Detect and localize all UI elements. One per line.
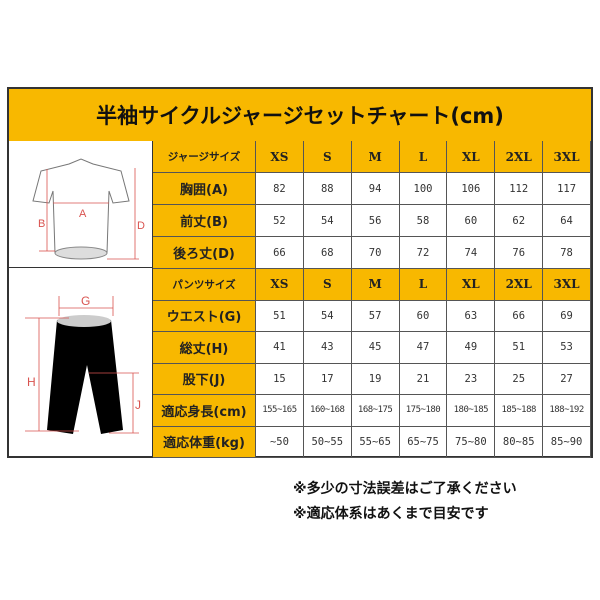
row-label: 後ろ丈(D) [153, 237, 256, 269]
table-cell: 51 [256, 300, 304, 332]
table-cell: ~50 [256, 426, 304, 458]
size-header-l: L [399, 141, 448, 173]
row-label: 胸囲(A) [153, 173, 256, 205]
table-cell: 160~168 [303, 395, 352, 427]
jersey-size-header: ジャージサイズ [153, 141, 256, 173]
size-header-s: S [303, 141, 352, 173]
table-cell: 52 [256, 205, 304, 237]
row-label: ウエスト(G) [153, 300, 256, 332]
table-cell: 66 [256, 237, 304, 269]
table-cell: 117 [543, 173, 591, 205]
size-header-m: M [351, 141, 400, 173]
table-cell: 76 [495, 237, 544, 269]
table-cell: 100 [399, 173, 448, 205]
table-cell: 63 [447, 300, 496, 332]
row-label: 前丈(B) [153, 205, 256, 237]
row-label: 股下(J) [153, 363, 256, 395]
table-cell: 54 [303, 205, 352, 237]
table-cell: 25 [495, 363, 544, 395]
table-cell: 185~188 [495, 395, 544, 427]
table-cell: 23 [447, 363, 496, 395]
table-cell: 17 [303, 363, 352, 395]
table-cell: 43 [303, 332, 352, 364]
size-header-xl: XL [447, 269, 496, 301]
size-header-l: L [399, 269, 448, 301]
row-label: 総丈(H) [153, 332, 256, 364]
table-cell: 94 [351, 173, 400, 205]
table-cell: 188~192 [543, 395, 591, 427]
table-cell: 78 [543, 237, 591, 269]
size-header-2xl: 2XL [495, 269, 544, 301]
pants-table: パンツサイズ XS S M L XL 2XL 3XL ウエスト(G) 51 54 57 60 63 66 69… [153, 269, 591, 458]
table-cell: 64 [543, 205, 591, 237]
table-cell: 60 [399, 300, 448, 332]
table-cell: 75~80 [447, 426, 496, 458]
table-cell: 50~55 [303, 426, 352, 458]
row-label: 適応体重(kg) [153, 426, 256, 458]
table-cell: 57 [351, 300, 400, 332]
table-cell: 168~175 [351, 395, 400, 427]
size-header-2xl: 2XL [495, 141, 544, 173]
table-cell: 51 [495, 332, 544, 364]
table-cell: 82 [256, 173, 304, 205]
chart-title: 半袖サイクルジャージセットチャート(cm) [9, 89, 591, 142]
size-header-3xl: 3XL [543, 269, 591, 301]
table-cell: 62 [495, 205, 544, 237]
table-cell: 53 [543, 332, 591, 364]
table-cell: 155~165 [256, 395, 304, 427]
table-cell: 106 [447, 173, 496, 205]
table-cell: 68 [303, 237, 352, 269]
pants-size-header: パンツサイズ [153, 269, 256, 301]
table-cell: 47 [399, 332, 448, 364]
table-cell: 175~180 [399, 395, 448, 427]
table-cell: 58 [399, 205, 448, 237]
note-fit: ※適応体系はあくまで目安です [293, 506, 489, 522]
size-header-xs: XS [256, 141, 304, 173]
label-h: H [27, 375, 36, 389]
pants-diagram: G H J [9, 268, 153, 456]
table-cell: 56 [351, 205, 400, 237]
table-cell: 19 [351, 363, 400, 395]
table-cell: 85~90 [543, 426, 591, 458]
table-cell: 55~65 [351, 426, 400, 458]
table-cell: 70 [351, 237, 400, 269]
label-b: B [38, 218, 45, 230]
jersey-table: ジャージサイズ XS S M L XL 2XL 3XL 胸囲(A) 82 88 94 100 106 112… [153, 141, 591, 269]
size-header-s: S [303, 269, 352, 301]
table-cell: 72 [399, 237, 448, 269]
size-chart: 半袖サイクルジャージセットチャート(cm) A B D G H J ジャージサイ… [7, 87, 593, 458]
table-cell: 49 [447, 332, 496, 364]
table-cell: 180~185 [447, 395, 496, 427]
row-label: 適応身長(cm) [153, 395, 256, 427]
table-cell: 54 [303, 300, 352, 332]
table-cell: 74 [447, 237, 496, 269]
table-cell: 21 [399, 363, 448, 395]
table-cell: 15 [256, 363, 304, 395]
note-tolerance: ※多少の寸法誤差はご了承ください [293, 481, 517, 497]
table-cell: 88 [303, 173, 352, 205]
table-cell: 45 [351, 332, 400, 364]
size-header-xs: XS [256, 269, 304, 301]
table-cell: 41 [256, 332, 304, 364]
size-header-xl: XL [447, 141, 496, 173]
table-cell: 80~85 [495, 426, 544, 458]
label-g: G [81, 294, 90, 308]
jersey-diagram: A B D [9, 141, 153, 268]
size-header-m: M [351, 269, 400, 301]
size-header-3xl: 3XL [543, 141, 591, 173]
label-d: D [137, 220, 145, 232]
table-cell: 27 [543, 363, 591, 395]
table-cell: 60 [447, 205, 496, 237]
table-cell: 69 [543, 300, 591, 332]
table-cell: 65~75 [399, 426, 448, 458]
table-cell: 66 [495, 300, 544, 332]
table-cell: 112 [495, 173, 544, 205]
label-a: A [79, 208, 87, 220]
label-j: J [135, 398, 141, 412]
